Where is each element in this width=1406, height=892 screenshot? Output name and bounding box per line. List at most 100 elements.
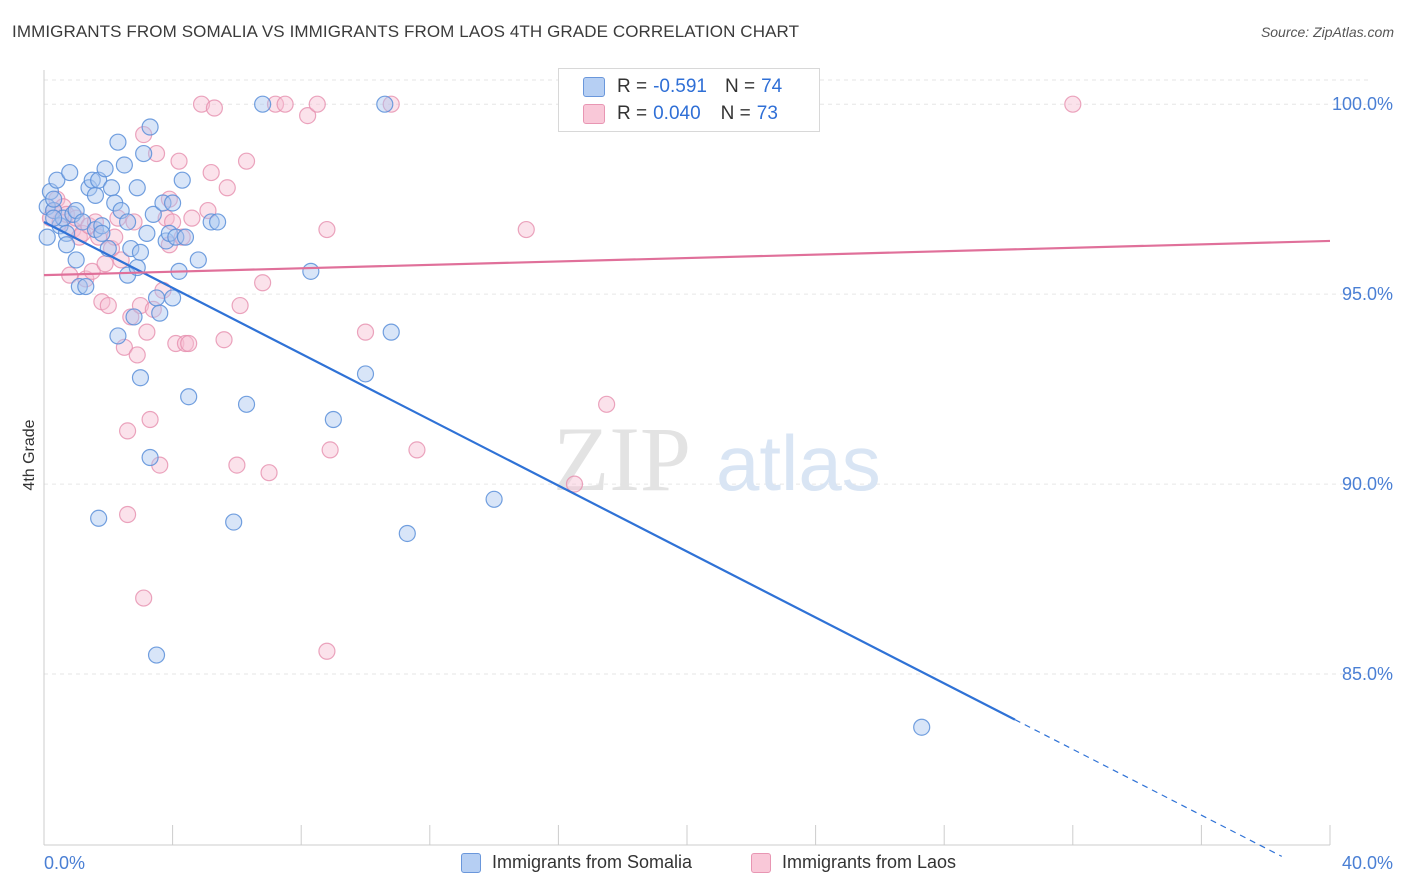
stats-legend: R = -0.591 N = 74 R = 0.040 N = 73 xyxy=(558,68,820,132)
somalia-point xyxy=(376,95,394,113)
laos-point xyxy=(183,209,201,227)
somalia-point xyxy=(93,224,111,242)
y-tick-label: 95.0% xyxy=(1342,284,1393,304)
somalia-point xyxy=(70,277,88,296)
series-legend: Immigrants from Somalia Immigrants from … xyxy=(0,852,1406,878)
laos-point xyxy=(237,152,256,170)
somalia-point xyxy=(45,190,63,208)
laos-point xyxy=(215,331,233,349)
chart-title: IMMIGRANTS FROM SOMALIA VS IMMIGRANTS FR… xyxy=(12,22,800,41)
somalia-point xyxy=(138,224,156,242)
somalia-point xyxy=(382,323,400,341)
somalia-point xyxy=(109,133,127,151)
trend-lines xyxy=(43,220,1331,857)
legend-item-somalia[interactable]: Immigrants from Somalia xyxy=(461,852,692,873)
n-value: 73 xyxy=(756,103,778,124)
somalia-swatch xyxy=(583,77,605,97)
somalia-point xyxy=(302,262,320,280)
laos-point xyxy=(202,163,220,182)
laos-point xyxy=(118,422,137,440)
somalia-point xyxy=(122,239,140,258)
somalia-point xyxy=(189,251,207,269)
laos-point xyxy=(299,106,317,125)
laos-point xyxy=(254,274,272,292)
laos-points xyxy=(41,95,1082,660)
n-label: N = xyxy=(724,76,756,97)
somalia-point xyxy=(77,277,95,296)
somalia-point xyxy=(131,243,150,261)
laos-point xyxy=(598,395,616,413)
y-tick-label: 100.0% xyxy=(1332,94,1393,114)
r-label: R = xyxy=(617,103,648,124)
somalia-point xyxy=(356,365,375,383)
somalia-point xyxy=(254,95,272,113)
somalia-point xyxy=(109,327,127,345)
laos-point xyxy=(218,179,236,197)
somalia-point xyxy=(131,369,150,387)
legend-label-somalia: Immigrants from Somalia xyxy=(492,852,693,872)
somalia-trend-line xyxy=(43,220,1016,721)
laos-trend-line xyxy=(43,239,1331,277)
watermark: ZIP atlas xyxy=(553,408,881,510)
somalia-point xyxy=(324,410,342,429)
r-label: R = xyxy=(617,76,648,97)
somalia-point xyxy=(147,646,166,664)
laos-point xyxy=(135,589,153,607)
y-tick-labels: 100.0% 95.0% 90.0% 85.0% xyxy=(1332,94,1393,684)
laos-point xyxy=(128,346,146,364)
y-axis-label: 4th Grade xyxy=(21,419,38,490)
somalia-point xyxy=(225,513,243,531)
y-tick-label: 85.0% xyxy=(1342,664,1393,684)
gridlines xyxy=(44,79,1370,675)
somalia-point xyxy=(61,163,79,182)
somalia-point xyxy=(151,304,169,322)
laos-point xyxy=(308,95,326,113)
laos-point xyxy=(382,95,400,113)
laos-point xyxy=(167,334,185,353)
somalia-point xyxy=(125,308,143,326)
somalia-point xyxy=(173,171,191,189)
laos-point xyxy=(96,255,114,273)
laos-point xyxy=(260,464,278,482)
x-tick-label: 40.0% xyxy=(1342,853,1393,873)
laos-point xyxy=(192,95,211,113)
laos-point xyxy=(318,642,336,660)
x-tick-labels: 0.0% 40.0% xyxy=(44,853,1393,873)
somalia-point xyxy=(73,213,92,231)
laos-point xyxy=(83,262,101,280)
somalia-point xyxy=(141,118,159,136)
laos-point xyxy=(141,410,159,429)
laos-point xyxy=(565,475,584,493)
stats-row-laos: R = 0.040 N = 73 xyxy=(583,102,778,126)
n-value: 74 xyxy=(761,76,783,97)
somalia-point xyxy=(202,213,220,231)
somalia-point xyxy=(128,179,146,197)
laos-legend-swatch xyxy=(751,852,771,873)
somalia-point xyxy=(164,194,182,212)
somalia-point xyxy=(167,228,185,246)
legend-item-laos[interactable]: Immigrants from Laos xyxy=(751,852,956,873)
somalia-point xyxy=(38,228,56,246)
somalia-point xyxy=(135,144,153,163)
legend-label-laos: Immigrants from Laos xyxy=(782,852,957,872)
somalia-point xyxy=(102,179,121,197)
laos-point xyxy=(517,220,535,239)
r-value: 0.040 xyxy=(653,103,701,124)
watermark-zip: ZIP xyxy=(553,408,691,510)
stats-row-somalia: R = -0.591 N = 74 xyxy=(583,75,782,99)
somalia-point xyxy=(141,448,159,467)
y-tick-label: 90.0% xyxy=(1342,474,1393,494)
laos-point xyxy=(321,441,339,459)
somalia-point xyxy=(96,160,114,178)
laos-point xyxy=(180,334,198,353)
somalia-point xyxy=(176,228,195,246)
laos-point xyxy=(147,144,166,163)
laos-point xyxy=(125,213,143,231)
somalia-point xyxy=(90,509,108,527)
somalia-point xyxy=(67,251,85,269)
somalia-point xyxy=(154,194,172,212)
laos-point xyxy=(266,95,285,113)
r-value: -0.591 xyxy=(653,76,707,97)
somalia-point xyxy=(398,524,416,543)
